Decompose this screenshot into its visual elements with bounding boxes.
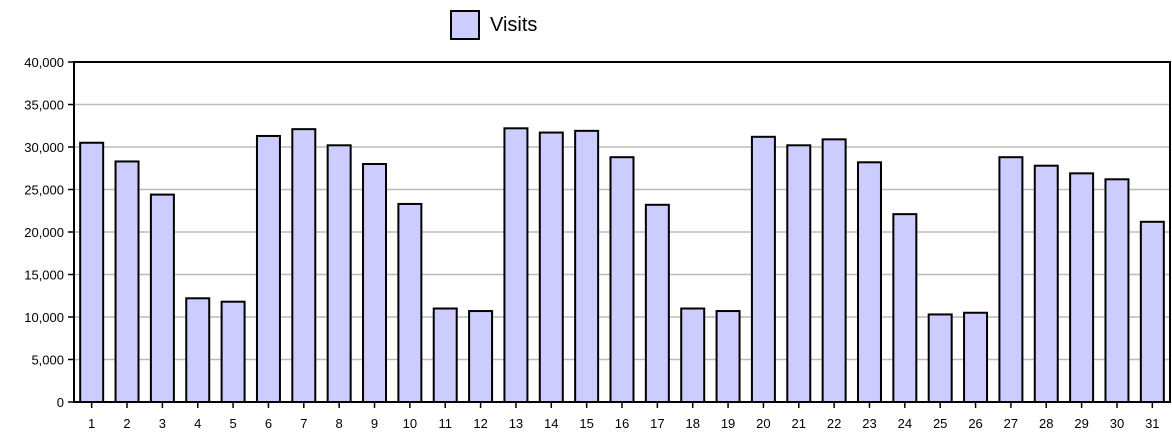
- bar: [786, 144, 812, 404]
- plot-frame: [73, 61, 1171, 403]
- x-tick-label: 21: [792, 416, 806, 431]
- x-tick-label: 19: [721, 416, 735, 431]
- x-tick-label: 8: [336, 416, 343, 431]
- bar: [715, 310, 741, 403]
- bar: [362, 163, 388, 403]
- y-tick-labels: 0 5,000 10,000 15,000 20,000 25,000 30,000 35,0…: [24, 55, 64, 410]
- bar: [1104, 178, 1130, 403]
- bar: [821, 138, 847, 403]
- x-tick-label: 13: [509, 416, 523, 431]
- legend-label: Visits: [490, 13, 538, 36]
- bar: [609, 156, 635, 403]
- x-tick-label: 14: [544, 416, 558, 431]
- x-tick-label: 29: [1074, 416, 1088, 431]
- x-tick-label: 25: [933, 416, 947, 431]
- x-tick-label: 20: [756, 416, 770, 431]
- x-tick-label: 2: [123, 416, 130, 431]
- x-tick-label: 7: [300, 416, 307, 431]
- bar: [503, 127, 529, 404]
- bar: [963, 311, 989, 403]
- x-tick-label: 24: [898, 416, 912, 431]
- legend-swatch: [450, 10, 480, 40]
- y-tick-label: 5,000: [31, 353, 64, 368]
- x-tick-label: 23: [862, 416, 876, 431]
- bar: [326, 144, 352, 404]
- bar: [432, 307, 458, 403]
- bar: [680, 307, 706, 403]
- axes: [68, 61, 1171, 408]
- x-tick-label: 10: [403, 416, 417, 431]
- bar: [927, 313, 953, 404]
- bar: [538, 131, 564, 404]
- bar: [1033, 164, 1059, 403]
- x-tick-labels: 1 2 3 4 5 6 7 8 9 10 11 12 13 14 15 16 17 18 19 20 21 22 23 24 2…: [88, 416, 1159, 431]
- y-tick-label: 25,000: [24, 183, 64, 198]
- bar: [1069, 172, 1095, 403]
- x-tick-label: 22: [827, 416, 841, 431]
- bar: [149, 193, 175, 403]
- bar: [255, 134, 281, 403]
- y-tick-label: 20,000: [24, 225, 64, 240]
- x-tick-label: 1: [88, 416, 95, 431]
- x-tick-label: 16: [615, 416, 629, 431]
- bar: [856, 161, 882, 403]
- x-tick-label: 12: [473, 416, 487, 431]
- x-tick-label: 18: [685, 416, 699, 431]
- x-tick-label: 27: [1004, 416, 1018, 431]
- x-tick-label: 28: [1039, 416, 1053, 431]
- bar: [220, 300, 246, 404]
- x-tick-label: 3: [159, 416, 166, 431]
- bar: [468, 310, 494, 403]
- bar: [397, 202, 423, 403]
- x-tick-label: 31: [1145, 416, 1159, 431]
- x-tick-label: 17: [650, 416, 664, 431]
- bar: [1139, 220, 1165, 403]
- bar: [185, 297, 211, 403]
- x-tick-label: 5: [229, 416, 236, 431]
- bar: [114, 160, 140, 403]
- x-tick-label: 15: [579, 416, 593, 431]
- bar: [574, 129, 600, 403]
- y-tick-label: 30,000: [24, 140, 64, 155]
- x-tick-label: 30: [1110, 416, 1124, 431]
- bars: [79, 127, 1165, 404]
- bar: [291, 128, 317, 403]
- x-tick-label: 26: [968, 416, 982, 431]
- x-tick-label: 9: [371, 416, 378, 431]
- y-tick-label: 35,000: [24, 98, 64, 113]
- y-tick-label: 15,000: [24, 268, 64, 283]
- bar: [750, 135, 776, 404]
- legend: Visits: [450, 10, 537, 40]
- bar: [79, 141, 105, 403]
- x-tick-label: 11: [438, 416, 452, 431]
- bar: [998, 156, 1024, 403]
- y-tick-label: 10,000: [24, 310, 64, 325]
- bar: [644, 203, 670, 403]
- y-tick-label: 0: [57, 395, 64, 410]
- bar: [892, 213, 918, 403]
- y-tick-label: 40,000: [24, 55, 64, 70]
- x-tick-label: 4: [194, 416, 201, 431]
- x-tick-label: 6: [265, 416, 272, 431]
